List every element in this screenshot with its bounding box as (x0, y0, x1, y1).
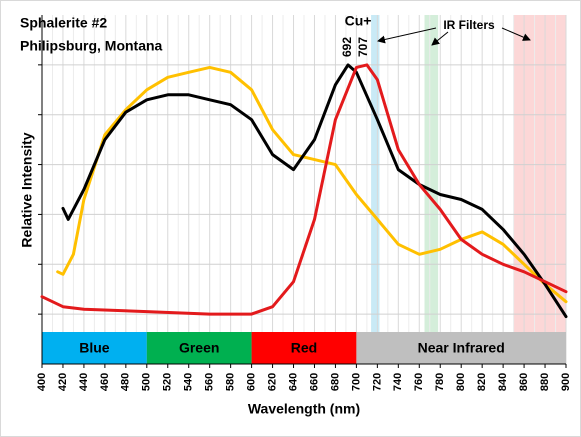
x-tick-label: 420 (57, 373, 69, 391)
arrow (377, 27, 437, 44)
y-axis-label: Relative Intensity (19, 132, 35, 247)
series-line (40, 63, 568, 316)
x-tick-label: 660 (308, 373, 320, 391)
x-tick-label: 540 (183, 373, 195, 391)
x-tick-label: 480 (120, 373, 132, 391)
x-tick-label: 560 (204, 373, 216, 391)
x-tick-label: 840 (497, 373, 509, 391)
spectrum-band (251, 332, 357, 364)
cu-label: Cu+ (345, 13, 372, 29)
x-tick-label: 520 (162, 373, 174, 391)
x-tick-label: 820 (476, 373, 488, 391)
x-tick-label: 880 (539, 373, 551, 391)
spectrum-band-label: Near Infrared (418, 340, 505, 356)
x-tick-label: 860 (518, 373, 530, 391)
x-tick-label: 700 (350, 373, 362, 391)
arrow (431, 31, 449, 46)
filter-band (371, 15, 380, 364)
x-tick-label: 460 (99, 373, 111, 391)
x-tick-label: 740 (392, 373, 404, 391)
x-axis-label: Wavelength (nm) (248, 401, 360, 417)
series-line (61, 63, 568, 319)
x-tick-label: 800 (455, 373, 467, 391)
x-tick-label: 900 (560, 373, 572, 391)
spectrum-band (146, 332, 252, 364)
x-tick-label: 620 (266, 373, 278, 391)
x-tick-label: 720 (371, 373, 383, 391)
x-tick-label: 600 (246, 373, 258, 391)
x-tick-label: 780 (434, 373, 446, 391)
x-tick-label: 500 (141, 373, 153, 391)
peak-label: 692 (340, 37, 354, 57)
series-line (56, 65, 568, 304)
x-tick-label: 580 (225, 373, 237, 391)
arrow (501, 27, 531, 41)
spectrum-band (356, 332, 566, 364)
peak-label: 707 (356, 37, 370, 57)
spectrum-band-label: Green (179, 340, 219, 356)
filter-band (513, 15, 566, 364)
filter-label: IR Filters (443, 18, 495, 32)
x-tick-label: 640 (287, 373, 299, 391)
spectrum-band-label: Red (291, 340, 317, 356)
x-tick-label: 400 (36, 373, 48, 391)
x-tick-label: 440 (78, 373, 90, 391)
x-tick-label: 760 (413, 373, 425, 391)
spectrum-band (42, 332, 147, 364)
spectrum-band-label: Blue (79, 340, 110, 356)
chart-subtitle: Philipsburg, Montana (20, 38, 163, 54)
chart-title: Sphalerite #2 (20, 15, 107, 31)
x-tick-label: 680 (329, 373, 341, 391)
